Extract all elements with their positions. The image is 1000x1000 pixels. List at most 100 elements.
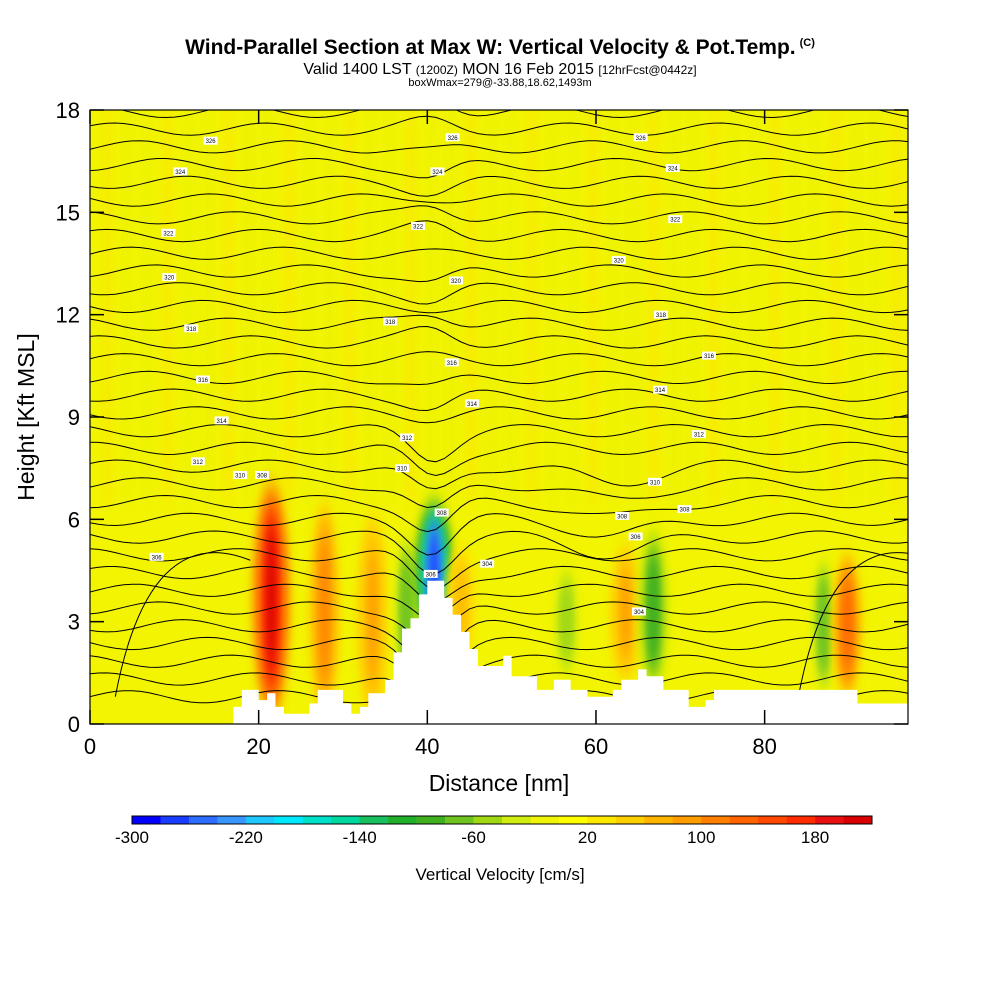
texture-streak bbox=[101, 110, 112, 503]
texture-streak bbox=[628, 110, 639, 503]
colorbar-swatch bbox=[843, 816, 873, 824]
texture-streak bbox=[587, 110, 598, 503]
contour-label-bg bbox=[190, 457, 205, 466]
colorbar-swatch bbox=[388, 816, 417, 824]
colorbar-swatch bbox=[302, 816, 332, 824]
theta-contour bbox=[90, 115, 908, 136]
x-axis-ticks: 0 20 40 60 80 bbox=[84, 110, 777, 759]
texture-streak bbox=[284, 110, 295, 503]
colorbar-swatch bbox=[445, 816, 474, 824]
copyright-mark: (C) bbox=[799, 37, 815, 49]
theta-contour bbox=[90, 388, 908, 412]
contour-label: 326 bbox=[448, 136, 459, 142]
colorbar-tick-label: 100 bbox=[687, 828, 715, 847]
texture-streak bbox=[668, 110, 679, 503]
contour-label: 318 bbox=[186, 327, 197, 333]
contour-label-bg bbox=[395, 464, 410, 473]
y-tick-label: 3 bbox=[68, 610, 80, 635]
downdraft-plume bbox=[649, 559, 658, 660]
texture-streak bbox=[769, 110, 780, 503]
theta-contour bbox=[90, 530, 908, 575]
texture-streak bbox=[547, 110, 558, 503]
y-tick-label: 6 bbox=[68, 507, 80, 532]
texture-streak bbox=[122, 110, 133, 503]
x-tick-label: 20 bbox=[246, 734, 270, 759]
texture-streak bbox=[870, 110, 881, 503]
contour-label: 320 bbox=[164, 276, 175, 282]
updraft-plume bbox=[266, 526, 277, 673]
y-tick-label: 18 bbox=[56, 98, 80, 123]
contour-label-bg bbox=[665, 163, 680, 172]
contour-label-bg bbox=[653, 385, 668, 394]
colorbar-tick-label: -60 bbox=[461, 828, 486, 847]
contour-label-bg bbox=[162, 273, 177, 282]
y-axis-ticks: 0 3 6 9 12 15 18 bbox=[56, 98, 908, 737]
contour-label-bg bbox=[434, 508, 449, 517]
texture-streak bbox=[607, 110, 618, 503]
x-tick-label: 80 bbox=[752, 734, 776, 759]
colorbar-swatch bbox=[530, 816, 560, 824]
theta-contour bbox=[90, 351, 908, 367]
texture-streak bbox=[830, 110, 841, 503]
contour-label-bg bbox=[465, 399, 480, 408]
theta-contour bbox=[90, 220, 908, 243]
contour-label: 306 bbox=[426, 572, 437, 578]
colorbar: -300 -220 -140 -60 20 100 180 bbox=[115, 815, 873, 847]
box-info: boxWmax=279@-33.88,18.62,1493m bbox=[408, 77, 592, 89]
colorbar-swatch bbox=[188, 816, 218, 824]
contour-label: 308 bbox=[257, 473, 268, 479]
colorbar-tick-label: 180 bbox=[801, 828, 829, 847]
contour-label: 314 bbox=[217, 419, 228, 425]
texture-streak bbox=[182, 110, 193, 503]
theta-contours bbox=[90, 110, 908, 724]
theta-contour bbox=[90, 193, 908, 207]
contour-label-bg bbox=[149, 552, 164, 561]
contour-label-bg bbox=[203, 136, 218, 145]
texture-streak bbox=[364, 110, 375, 503]
contour-label-bg bbox=[196, 375, 211, 384]
contour-label: 310 bbox=[650, 480, 661, 486]
colorbar-swatch bbox=[132, 816, 161, 824]
theta-contour bbox=[90, 205, 908, 225]
texture-streak bbox=[425, 110, 436, 503]
contour-label-bg bbox=[444, 358, 459, 367]
theta-contour bbox=[119, 110, 908, 119]
contour-label: 312 bbox=[402, 436, 413, 442]
contour-label: 322 bbox=[413, 224, 424, 230]
theta-contour bbox=[797, 552, 908, 697]
valid-time: Valid 1400 LST bbox=[303, 61, 412, 78]
theta-contour bbox=[90, 477, 908, 509]
colorbar-swatch bbox=[729, 816, 759, 824]
x-tick-label: 0 bbox=[84, 734, 96, 759]
colorbar-swatch bbox=[587, 816, 617, 824]
colorbar-swatch bbox=[758, 816, 787, 824]
contour-label-bg bbox=[161, 228, 176, 237]
texture-streak bbox=[709, 110, 720, 503]
forecast-info: [12hrFcst@0442z] bbox=[598, 63, 697, 77]
colorbar-frame bbox=[131, 815, 873, 825]
updraft-plume bbox=[368, 555, 377, 679]
theta-contour bbox=[90, 494, 908, 533]
contour-label: 318 bbox=[656, 313, 667, 319]
contour-label: 308 bbox=[437, 511, 448, 517]
theta-contour bbox=[90, 264, 908, 283]
contour-label: 312 bbox=[193, 460, 204, 466]
colorbar-swatch bbox=[644, 816, 674, 824]
contour-label-bg bbox=[648, 477, 663, 486]
theta-contour bbox=[90, 636, 908, 687]
contour-label-bg bbox=[691, 430, 706, 439]
contour-label: 322 bbox=[163, 231, 174, 237]
texture-streak bbox=[243, 110, 254, 503]
colorbar-tick-label: -140 bbox=[343, 828, 377, 847]
contour-label: 304 bbox=[482, 562, 493, 568]
contour-label: 316 bbox=[447, 361, 458, 367]
theta-contour bbox=[90, 601, 908, 643]
contour-label-bg bbox=[480, 559, 495, 568]
x-axis-label: Distance [nm] bbox=[429, 770, 570, 796]
contour-label-bg bbox=[400, 433, 415, 442]
contour-label-bg bbox=[633, 133, 648, 142]
theta-contour bbox=[90, 157, 908, 179]
texture-streak bbox=[304, 110, 315, 503]
contour-label: 324 bbox=[175, 170, 186, 176]
